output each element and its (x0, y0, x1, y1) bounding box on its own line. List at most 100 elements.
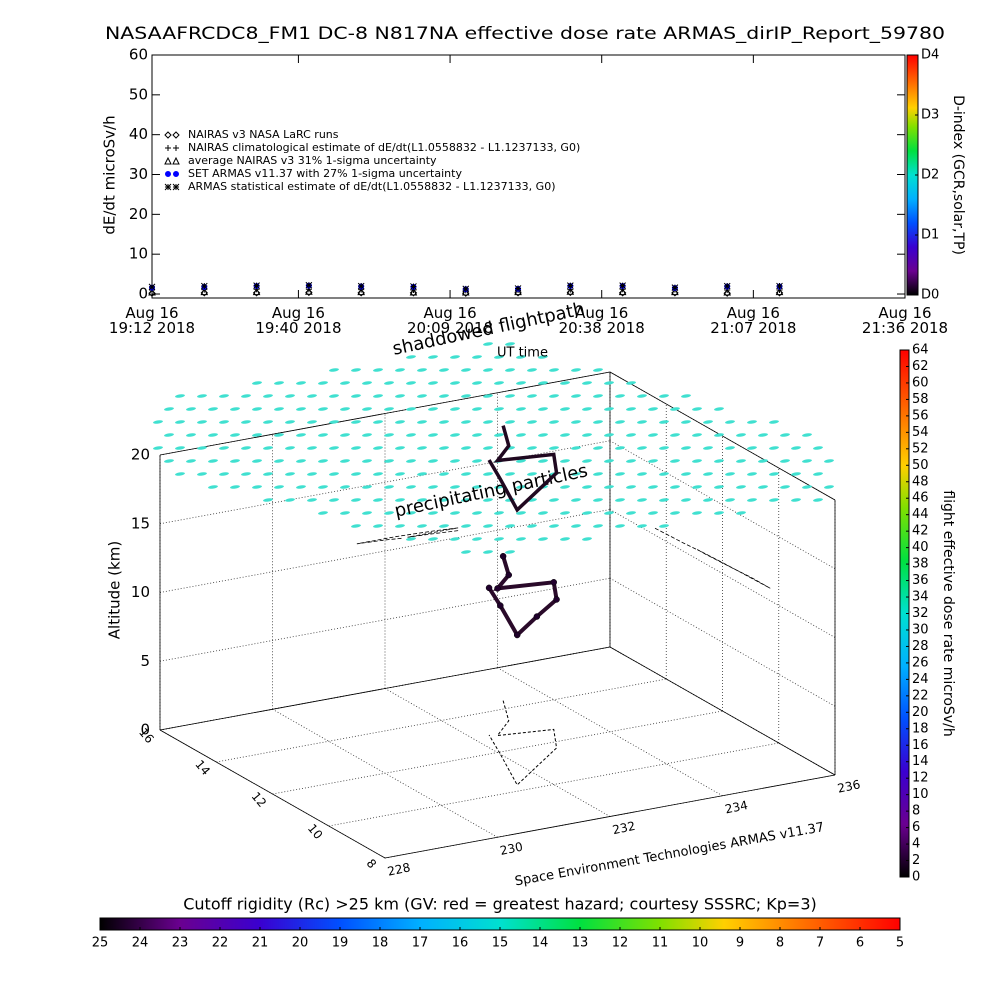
particle (681, 394, 691, 398)
plot-frame (151, 54, 906, 299)
particle (725, 498, 735, 502)
marker-triangle (566, 287, 575, 295)
colorbar-tick-label: 20 (912, 705, 929, 720)
particle (175, 394, 185, 398)
particle (560, 433, 570, 437)
particle (747, 420, 757, 424)
colorbar-tick-label: 23 (172, 936, 189, 951)
particle (681, 472, 691, 476)
particle (714, 511, 724, 515)
particle (197, 472, 207, 476)
particle (175, 420, 185, 424)
grid-line (328, 742, 779, 827)
particle (494, 485, 504, 489)
particle (208, 485, 218, 489)
particle (494, 381, 504, 385)
particle (197, 446, 207, 450)
particle (659, 420, 669, 424)
particle (527, 524, 537, 528)
particle (252, 407, 262, 411)
particle (670, 407, 680, 411)
particle (516, 511, 526, 515)
floor-shadow (488, 700, 558, 786)
y-tick-label: 14 (192, 757, 213, 778)
marker-triangle (252, 287, 261, 296)
particle (406, 407, 416, 411)
colorbar-tick-label: 16 (452, 936, 469, 951)
particle (626, 459, 636, 463)
particle (692, 485, 702, 489)
particle (351, 394, 361, 398)
colorbar-tick-label: 17 (412, 936, 429, 951)
particle (208, 459, 218, 463)
particle (252, 459, 262, 463)
particle (230, 407, 240, 411)
particle (406, 381, 416, 385)
particle (483, 472, 493, 476)
colorbar-tick-label: 25 (92, 936, 109, 951)
marker-asterisk (514, 285, 522, 292)
particle (736, 433, 746, 437)
particle (318, 433, 328, 437)
colorbar-tick-label: 9 (736, 936, 744, 951)
particle (692, 433, 702, 437)
particle (714, 433, 724, 437)
particle (285, 498, 295, 502)
particle (428, 355, 438, 359)
y-tick-label: 10 (129, 245, 148, 263)
dose-point (553, 596, 560, 603)
particle (384, 433, 394, 437)
marker-triangle (461, 287, 470, 296)
particle (186, 407, 196, 411)
y-axis-label: dE/dt microSv/h (101, 115, 119, 234)
marker-triangle (305, 287, 313, 295)
particle (186, 459, 196, 463)
particle (406, 433, 416, 437)
particle (736, 459, 746, 463)
marker-triangle (200, 287, 209, 296)
particle (219, 394, 229, 398)
particle (527, 472, 537, 476)
flight-path (487, 555, 559, 639)
colorbar-tick-label: 38 (912, 557, 929, 572)
particle (472, 485, 482, 489)
dose-point (513, 631, 521, 639)
annotation: UT time (497, 346, 548, 361)
particle (824, 459, 834, 463)
colorbar-tick-label: 22 (912, 688, 929, 703)
particle (516, 537, 526, 541)
grid-line (159, 440, 611, 525)
particle (241, 394, 251, 398)
particle (626, 407, 636, 411)
particle (153, 446, 163, 450)
colorbar-label: flight effective dose rate microSv/h (940, 490, 956, 736)
particle (681, 420, 691, 424)
particle (230, 433, 240, 437)
particle (439, 524, 449, 528)
particle (263, 472, 273, 476)
particle (494, 433, 504, 437)
particle (406, 511, 416, 515)
particle (362, 511, 372, 515)
colorbar-tick-label: 24 (132, 936, 149, 951)
colorbar-tick-label: D4 (921, 48, 939, 63)
particle (439, 420, 449, 424)
particle (747, 472, 757, 476)
particle (769, 498, 779, 502)
particle (505, 472, 515, 476)
particle (769, 420, 779, 424)
particle (340, 459, 350, 463)
particle (428, 485, 438, 489)
particle (505, 420, 515, 424)
particle (417, 446, 427, 450)
particle (560, 381, 570, 385)
box-edge (609, 371, 836, 501)
particle (406, 355, 416, 359)
particle (384, 381, 394, 385)
particle (373, 472, 383, 476)
particle (362, 433, 372, 437)
particle (615, 472, 625, 476)
particle (483, 342, 493, 346)
grid-line (159, 577, 611, 662)
